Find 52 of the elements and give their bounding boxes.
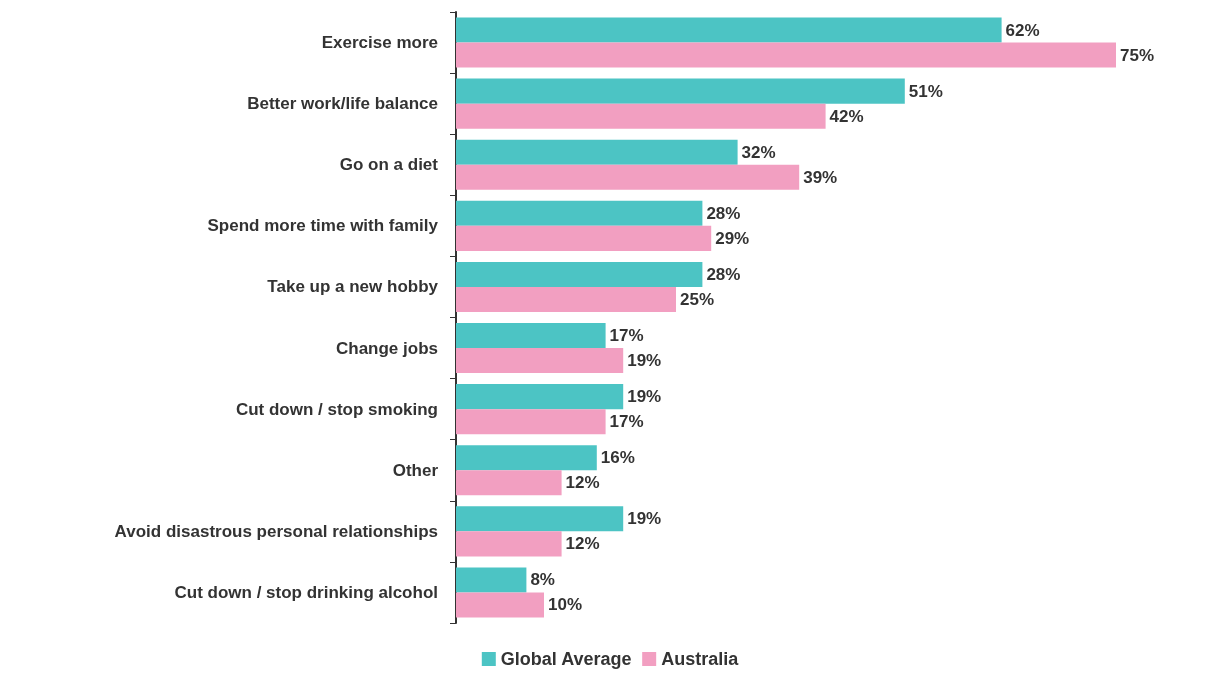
data-label: 25% <box>680 289 715 309</box>
y-tick-label: Better work/life balance <box>247 94 438 114</box>
data-label: 28% <box>706 203 741 223</box>
bar <box>456 445 597 471</box>
bar <box>456 164 800 190</box>
data-label: 28% <box>706 264 741 284</box>
bar <box>456 567 527 593</box>
data-label: 19% <box>627 509 662 529</box>
legend-label: Global Average <box>500 649 632 669</box>
bar <box>456 348 624 374</box>
bar <box>456 531 562 557</box>
bar <box>456 103 826 129</box>
bar <box>456 200 703 226</box>
y-tick-label: Change jobs <box>335 338 438 358</box>
data-label: 32% <box>741 142 776 162</box>
y-tick-label: Exercise more <box>321 33 438 53</box>
y-tick-label: Spend more time with family <box>207 216 439 236</box>
bar <box>456 323 606 349</box>
data-label: 17% <box>609 326 644 346</box>
data-label: 51% <box>908 81 943 101</box>
data-label: 19% <box>627 351 662 371</box>
y-tick-label: Take up a new hobby <box>267 277 439 297</box>
y-tick-label: Other <box>392 460 439 480</box>
data-label: 8% <box>530 570 555 590</box>
data-label: 17% <box>609 412 644 432</box>
bar <box>456 78 905 104</box>
y-tick-label: Cut down / stop drinking alcohol <box>174 582 438 602</box>
data-label: 62% <box>1005 20 1040 40</box>
data-label: 12% <box>565 473 600 493</box>
bar <box>456 384 624 410</box>
legend-label: Australia <box>661 649 740 669</box>
bar <box>456 286 676 312</box>
data-label: 12% <box>565 534 600 554</box>
data-label: 75% <box>1120 45 1155 65</box>
data-label: 16% <box>600 448 635 468</box>
bar <box>456 261 703 287</box>
y-tick-label: Go on a diet <box>339 155 439 175</box>
bar <box>456 17 1002 43</box>
data-label: 10% <box>548 595 583 615</box>
data-label: 19% <box>627 387 662 407</box>
bar <box>456 42 1116 68</box>
y-tick-label: Cut down / stop smoking <box>235 399 438 419</box>
data-label: 29% <box>715 228 750 248</box>
bar <box>456 225 712 251</box>
bar <box>456 470 562 496</box>
bar <box>456 506 624 532</box>
bar <box>456 139 738 165</box>
bar <box>456 409 606 435</box>
data-label: 39% <box>803 167 838 187</box>
data-label: 42% <box>829 106 864 126</box>
bar <box>456 592 544 618</box>
y-tick-label: Avoid disastrous personal relationships <box>114 521 438 541</box>
